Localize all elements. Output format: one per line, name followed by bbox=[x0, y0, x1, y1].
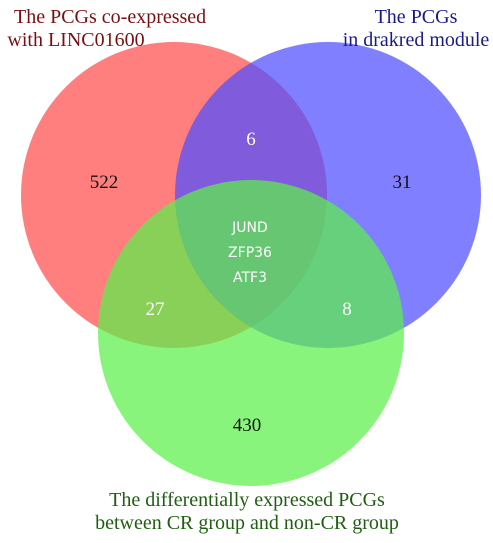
green-set-label-line-2: between CR group and non-CR group bbox=[95, 512, 399, 534]
set-labels: The PCGs co-expressed with LINC01600 The… bbox=[7, 6, 489, 534]
gene-zfp36: ZFP36 bbox=[228, 245, 272, 261]
green-set-label-line-1: The differentially expressed PCGs bbox=[109, 489, 385, 511]
count-green-only: 430 bbox=[233, 415, 262, 436]
region-counts: 522 31 430 6 27 8 bbox=[90, 129, 412, 436]
count-red-blue: 6 bbox=[246, 129, 256, 150]
gene-jund: JUND bbox=[231, 220, 268, 236]
triple-intersection-genes: JUND ZFP36 ATF3 bbox=[228, 220, 272, 286]
count-red-green: 27 bbox=[146, 299, 165, 320]
blue-set-label-line-2: in drakred module bbox=[343, 29, 490, 51]
count-blue-green: 8 bbox=[342, 299, 352, 320]
venn-circles bbox=[21, 42, 481, 486]
count-red-only: 522 bbox=[90, 172, 119, 193]
count-blue-only: 31 bbox=[393, 172, 412, 193]
red-set-label-line-2: with LINC01600 bbox=[7, 29, 144, 51]
red-set-label-line-1: The PCGs co-expressed bbox=[14, 6, 206, 28]
blue-set-label-line-1: The PCGs bbox=[375, 6, 458, 28]
gene-atf3: ATF3 bbox=[233, 270, 267, 286]
green-set-circle bbox=[98, 180, 404, 486]
